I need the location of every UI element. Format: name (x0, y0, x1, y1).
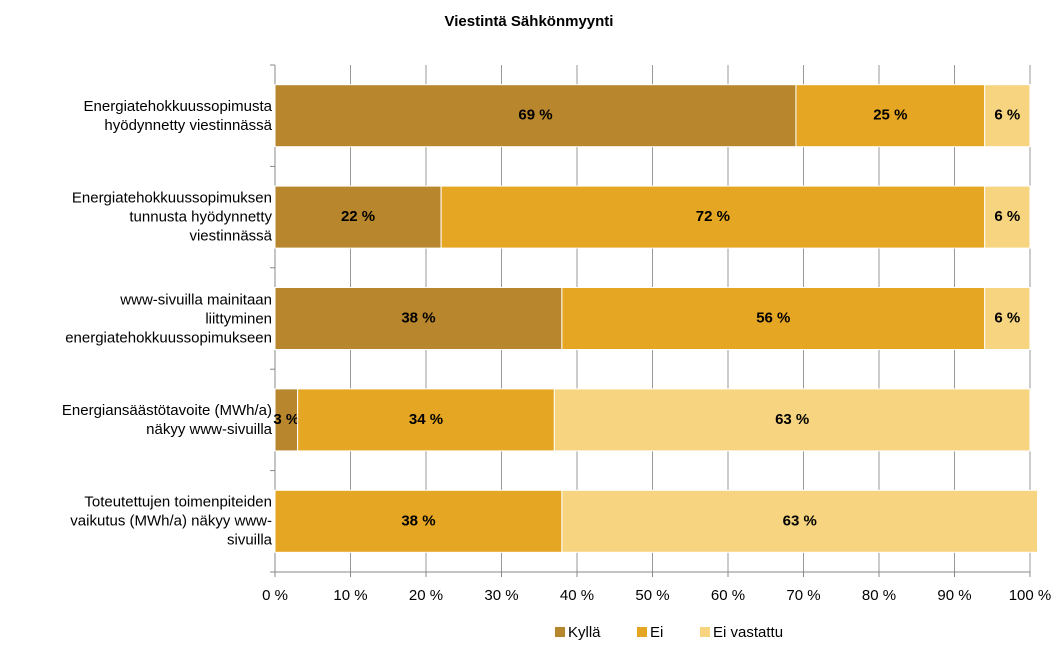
y-tick-label: Energiatehokkuussopimuksen tunnusta hyöd… (71, 189, 272, 245)
data-label: 63 % (783, 512, 817, 529)
x-tick-label: 30 % (484, 587, 518, 604)
y-tick-label: www-sivuilla mainitaan liittyminen energ… (65, 291, 272, 346)
x-tick-label: 60 % (711, 587, 745, 604)
data-label: 56 % (756, 309, 790, 326)
data-label: 3 % (273, 411, 299, 428)
legend-label: Ei (650, 624, 663, 641)
data-label: 25 % (873, 107, 907, 124)
data-label: 38 % (401, 309, 435, 326)
x-tick-label: 10 % (333, 587, 367, 604)
legend-swatch (555, 627, 565, 637)
data-label: 6 % (994, 208, 1020, 225)
x-tick-label: 0 % (262, 587, 288, 604)
legend-swatch (700, 627, 710, 637)
data-label: 6 % (994, 309, 1020, 326)
data-label: 34 % (409, 411, 443, 428)
y-tick-label: Energiatehokkuussopimusta hyödynnetty vi… (83, 97, 272, 134)
bar-segment (984, 287, 1031, 350)
data-label: 72 % (696, 208, 730, 225)
data-label: 69 % (518, 107, 552, 124)
x-tick-label: 80 % (862, 587, 896, 604)
bar-segment (984, 185, 1031, 249)
legend-swatch (637, 627, 647, 637)
data-label: 6 % (994, 107, 1020, 124)
x-tick-label: 50 % (635, 587, 669, 604)
y-tick-label: Energiansäästötavoite (MWh/a) näkyy www-… (61, 401, 272, 438)
bar-segment (553, 388, 1031, 452)
bar-segment (984, 84, 1031, 148)
legend-label: Kyllä (568, 624, 601, 641)
x-tick-label: 100 % (1009, 587, 1052, 604)
x-tick-label: 70 % (786, 587, 820, 604)
bar-segment (297, 388, 555, 452)
x-tick-label: 90 % (937, 587, 971, 604)
legend-label: Ei vastattu (713, 624, 783, 641)
data-label: 38 % (401, 512, 435, 529)
x-tick-label: 20 % (409, 587, 443, 604)
bar-segment (274, 185, 442, 249)
bar-segment (274, 287, 563, 350)
y-tick-label: Toteutettujen toimenpiteiden vaikutus (M… (70, 493, 272, 549)
bar-segment (440, 185, 986, 249)
bar-segment (795, 84, 986, 148)
chart-title: Viestintä Sähkönmyynti (445, 13, 614, 30)
bar-segment (561, 489, 1039, 553)
bar-segment (274, 489, 563, 553)
data-label: 22 % (341, 208, 375, 225)
x-tick-label: 40 % (560, 587, 594, 604)
bar-segment (561, 287, 986, 350)
data-label: 63 % (775, 411, 809, 428)
bar-segment (274, 84, 797, 148)
